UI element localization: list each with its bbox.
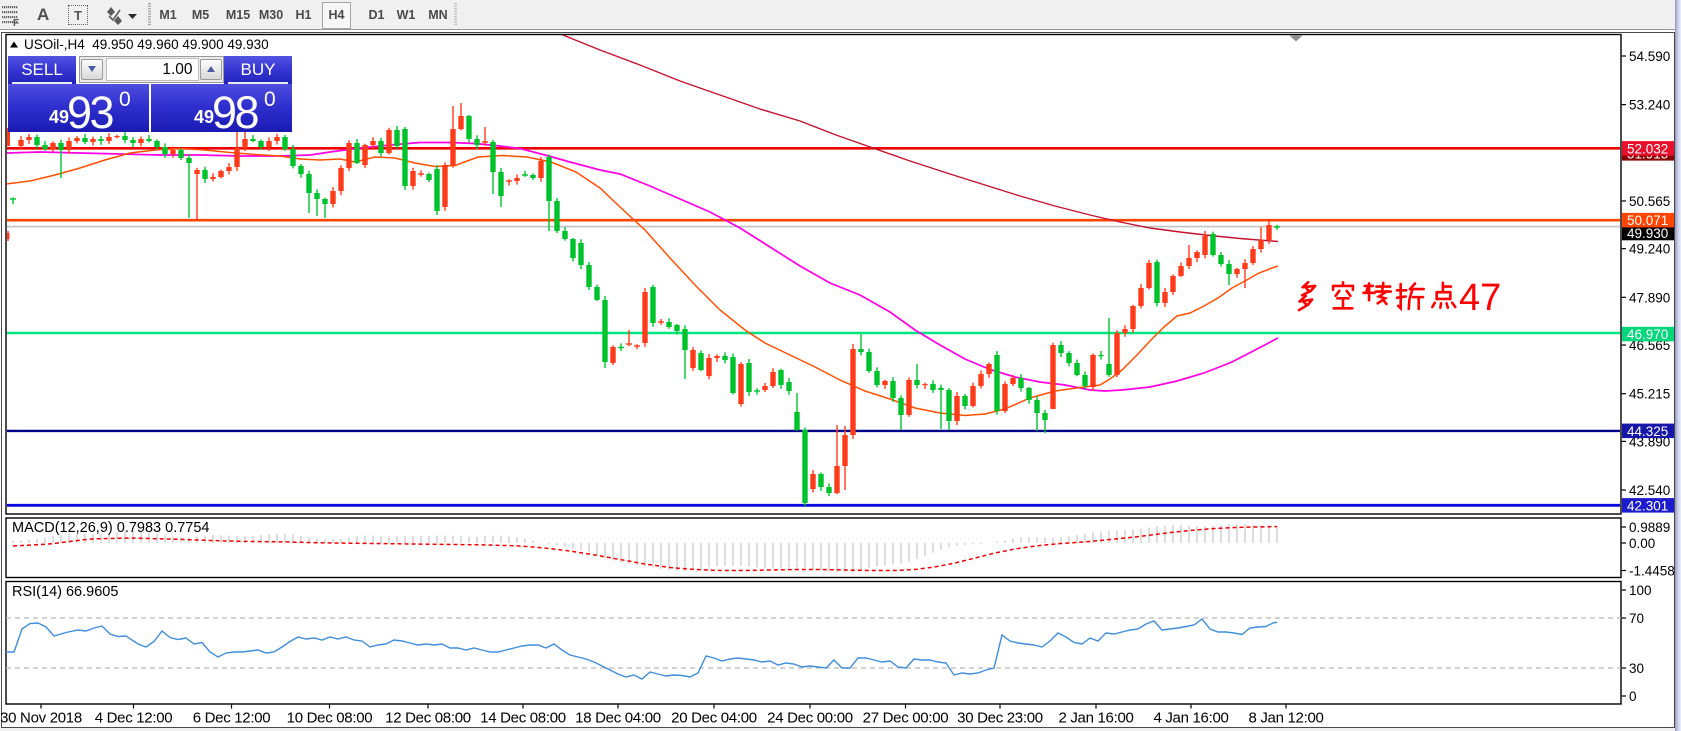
svg-text:RSI(14) 66.9605: RSI(14) 66.9605 <box>12 584 118 600</box>
svg-text:4 Dec 12:00: 4 Dec 12:00 <box>95 710 173 727</box>
svg-text:8 Jan 12:00: 8 Jan 12:00 <box>1248 710 1323 727</box>
svg-text:46.565: 46.565 <box>1629 338 1670 353</box>
svg-text:20 Dec 04:00: 20 Dec 04:00 <box>671 710 757 727</box>
svg-text:0.00: 0.00 <box>1629 536 1655 551</box>
svg-text:100: 100 <box>1629 583 1652 598</box>
svg-text:45.215: 45.215 <box>1629 387 1670 402</box>
svg-text:18 Dec 04:00: 18 Dec 04:00 <box>575 710 661 727</box>
svg-text:42.540: 42.540 <box>1629 483 1670 498</box>
svg-text:6 Dec 12:00: 6 Dec 12:00 <box>193 710 271 727</box>
svg-text:49.240: 49.240 <box>1629 242 1670 257</box>
svg-text:12 Dec 08:00: 12 Dec 08:00 <box>385 710 471 727</box>
svg-text:USOil-,H4 49.950 49.960 49.90: USOil-,H4 49.950 49.960 49.900 49.930 <box>24 37 269 52</box>
svg-text:30 Nov 2018: 30 Nov 2018 <box>0 710 82 727</box>
svg-text:52.032: 52.032 <box>1627 141 1668 156</box>
svg-text:MACD(12,26,9) 0.7983 0.7754: MACD(12,26,9) 0.7983 0.7754 <box>12 520 210 536</box>
svg-text:F: F <box>13 18 19 29</box>
svg-text:10 Dec 08:00: 10 Dec 08:00 <box>287 710 373 727</box>
svg-text:42.301: 42.301 <box>1627 498 1668 513</box>
svg-text:54.590: 54.590 <box>1629 49 1670 64</box>
svg-text:53.240: 53.240 <box>1629 98 1670 113</box>
svg-text:44.325: 44.325 <box>1627 424 1668 439</box>
svg-text:50.071: 50.071 <box>1627 213 1668 228</box>
svg-text:2 Jan 16:00: 2 Jan 16:00 <box>1058 710 1133 727</box>
svg-text:0: 0 <box>1629 689 1637 704</box>
svg-text:47: 47 <box>1459 277 1501 319</box>
svg-text:-1.4458: -1.4458 <box>1629 564 1675 579</box>
svg-text:30: 30 <box>1629 661 1644 676</box>
svg-text:70: 70 <box>1629 611 1644 626</box>
svg-text:30 Dec 23:00: 30 Dec 23:00 <box>957 710 1043 727</box>
svg-text:50.565: 50.565 <box>1629 194 1670 209</box>
svg-text:0.9889: 0.9889 <box>1629 520 1670 535</box>
svg-text:43.890: 43.890 <box>1629 434 1670 449</box>
svg-text:47.890: 47.890 <box>1629 290 1670 305</box>
svg-text:4 Jan 16:00: 4 Jan 16:00 <box>1153 710 1228 727</box>
svg-text:49.930: 49.930 <box>1627 226 1668 241</box>
svg-text:27 Dec 00:00: 27 Dec 00:00 <box>863 710 949 727</box>
svg-text:46.970: 46.970 <box>1627 327 1668 342</box>
svg-text:14 Dec 08:00: 14 Dec 08:00 <box>480 710 566 727</box>
svg-text:24 Dec 00:00: 24 Dec 00:00 <box>767 710 853 727</box>
